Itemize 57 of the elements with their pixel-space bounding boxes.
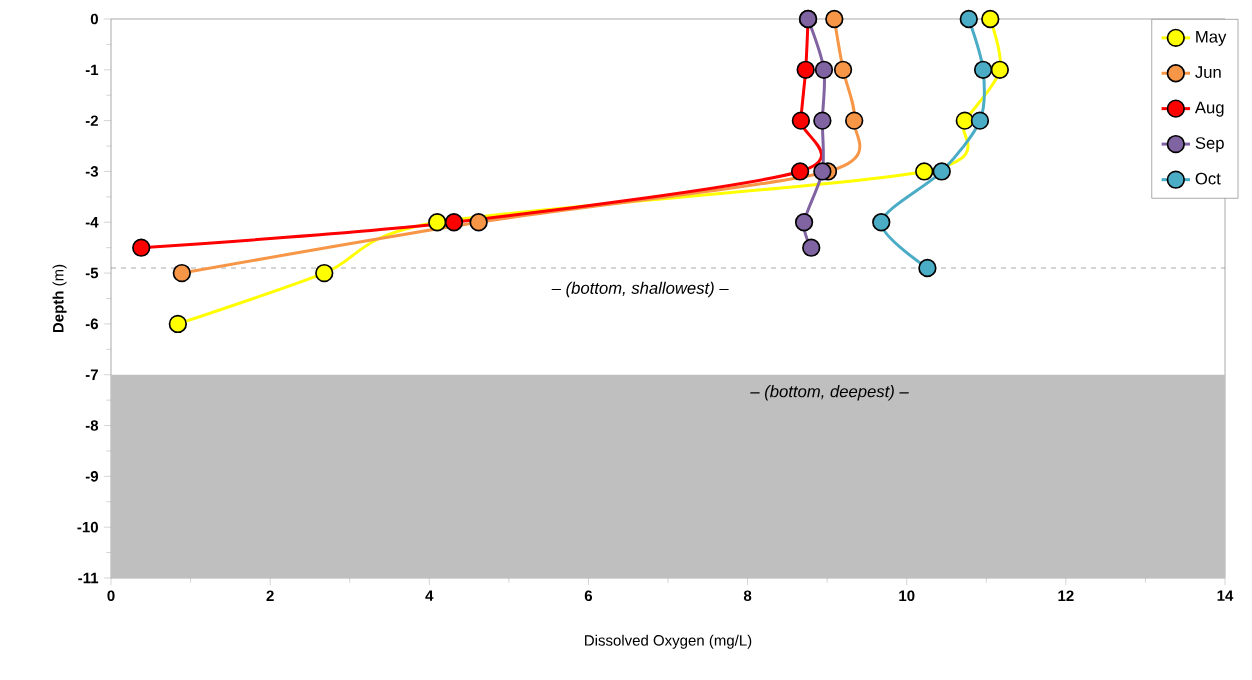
point [132,238,151,257]
point [959,9,978,29]
point [794,213,814,232]
point [814,60,834,79]
legend-label: Sep [1195,137,1224,153]
point [845,111,864,130]
point [833,60,853,79]
y-tick-label: -6 [85,318,99,330]
y-tick-label: -4 [85,217,99,228]
point [790,162,810,181]
point [172,263,191,283]
point [872,213,891,232]
point [315,263,334,283]
point [932,162,951,181]
x-tick-label: 4 [425,590,434,601]
point [469,213,488,232]
y-tick-label: -11 [78,572,99,584]
point [990,60,1009,79]
point [444,213,464,232]
point [428,213,447,232]
band-label: – (bottom, deepest) – [750,385,909,401]
x-tick-label: 14 [1217,590,1234,601]
x-tick-label: 8 [743,590,752,602]
legend-label: Aug [1194,101,1224,117]
legend-label: Oct [1195,172,1221,185]
point [955,111,974,130]
point [802,238,821,257]
x-tick-label: 12 [1058,590,1074,601]
ref-line-label: – (bottom, shallowest) – [551,281,729,298]
point [825,9,844,29]
y-tick-label: -10 [77,521,98,533]
y-tick-label: -1 [85,64,99,75]
point [918,258,937,278]
x-tick-label: 10 [899,590,915,602]
point [813,162,832,181]
point [973,60,993,79]
point [981,9,1000,29]
y-tick-label: 0 [90,13,98,25]
point [168,314,188,334]
legend-label: Jun [1195,66,1221,79]
y-tick-label: -2 [85,115,98,126]
point [791,111,811,130]
x-tick-label: 0 [107,590,115,602]
point [970,111,990,130]
y-tick-label: -9 [85,471,99,482]
x-tick-label: 2 [266,590,274,601]
x-tick-label: 6 [584,590,593,602]
y-tick-label: -5 [85,267,99,279]
legend-label: May [1196,30,1227,46]
y-tick-label: -8 [85,420,99,431]
point [796,60,815,79]
point [813,111,832,130]
x-axis-title: Dissolved Oxygen (mg/L) [585,634,752,649]
y-tick-label: -7 [85,369,98,380]
point [915,162,934,181]
y-tick-label: -3 [85,166,99,177]
y-axis-title: Depth (m) [52,264,67,333]
